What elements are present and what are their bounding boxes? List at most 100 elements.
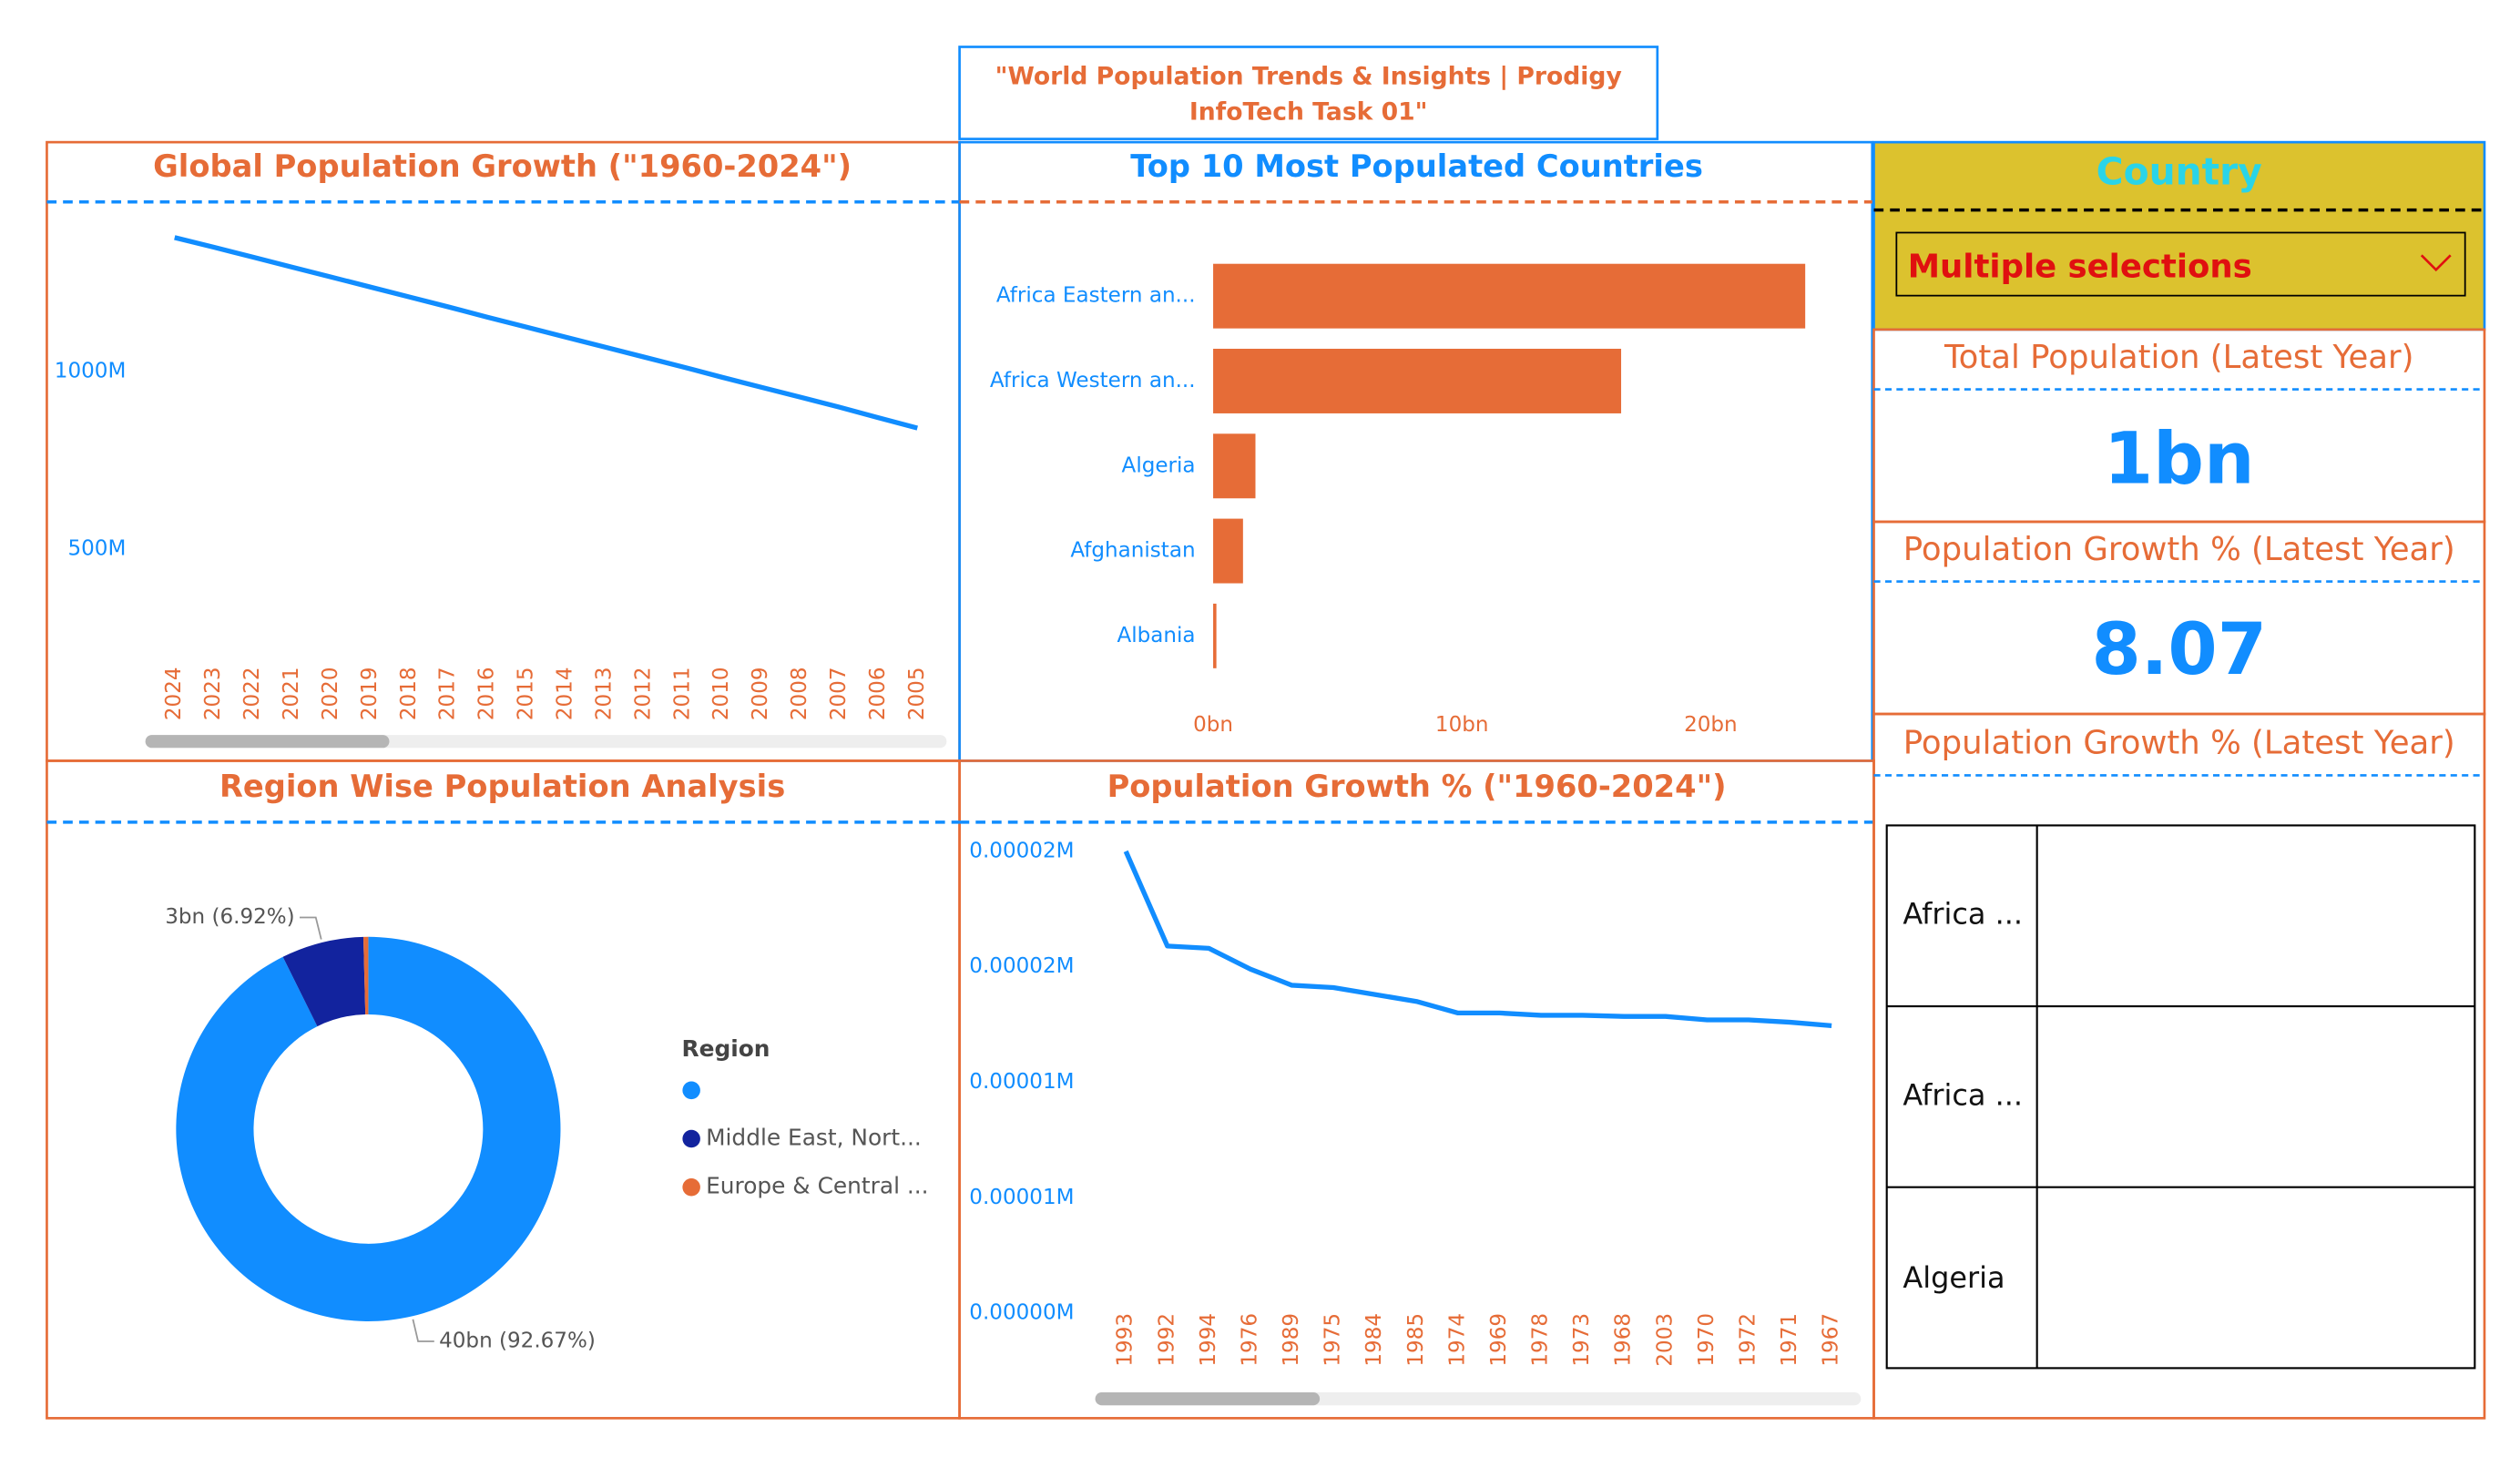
chart-title: Global Population Growth ("1960-2024") xyxy=(153,148,852,184)
legend-marker xyxy=(682,1081,700,1100)
x-tick-label: 1978 xyxy=(1529,1313,1553,1367)
chevron xyxy=(2420,254,2452,272)
chart-title: Top 10 Most Populated Countries xyxy=(1130,148,1703,184)
y-tick-label: 500M xyxy=(67,537,126,561)
header-wrap: "World Population Trends & Insights | Pr… xyxy=(995,60,1622,126)
slicer-title: Country xyxy=(2097,150,2262,194)
donut-slice xyxy=(282,936,366,1027)
x-tick-label: 2022 xyxy=(240,667,264,720)
bar xyxy=(1213,518,1243,584)
bar xyxy=(1213,433,1256,499)
x-tick-label: 2005 xyxy=(905,667,929,720)
legend-marker xyxy=(682,1177,700,1197)
y-tick-label: Afghanistan xyxy=(1070,539,1195,563)
chart-title: Region Wise Population Analysis xyxy=(219,769,785,804)
x-tick-label: 1992 xyxy=(1155,1313,1178,1367)
card-value: 1bn xyxy=(2104,419,2255,501)
slicer-dropdown[interactable] xyxy=(1895,231,2466,297)
table-cell: Africa ... xyxy=(1903,1077,2023,1112)
x-tick-label: 2021 xyxy=(280,667,303,720)
x-tick-label: 2008 xyxy=(788,667,811,720)
table-cell: Africa ... xyxy=(1903,897,2023,932)
x-tick-label: 1967 xyxy=(1820,1313,1843,1367)
x-tick-label: 0bn xyxy=(1193,713,1233,737)
slicer-value: Multiple selections xyxy=(1908,248,2252,285)
x-tick-label: 2011 xyxy=(670,667,694,720)
x-tick-label: 1993 xyxy=(1114,1313,1138,1367)
x-tick-label: 2014 xyxy=(553,667,576,720)
x-tick-label: 1974 xyxy=(1445,1313,1469,1367)
x-tick-label: 1970 xyxy=(1695,1313,1719,1367)
y-tick-label: 1000M xyxy=(55,360,127,383)
x-tick-label: 2010 xyxy=(709,667,733,720)
scrollbar-thumb xyxy=(1095,1391,1321,1406)
data-label: 3bn (6.92%) xyxy=(165,905,294,929)
bar xyxy=(1213,348,1622,413)
y-tick-label: 0.00000M xyxy=(969,1301,1074,1325)
card-value: 8.07 xyxy=(2091,609,2267,691)
leader-line xyxy=(300,916,322,940)
x-tick-label: 2003 xyxy=(1653,1313,1677,1367)
x-tick-label: 1973 xyxy=(1570,1313,1594,1367)
x-tick-label: 1989 xyxy=(1280,1313,1303,1367)
y-tick-label: Algeria xyxy=(1122,453,1196,477)
x-tick-label: 2006 xyxy=(866,667,890,720)
card-title: Total Population (Latest Year) xyxy=(1944,339,2413,376)
x-tick-label: 2017 xyxy=(436,667,460,720)
card-title: Population Growth % (Latest Year) xyxy=(1903,725,2455,762)
y-tick-label: 0.00002M xyxy=(969,954,1074,978)
x-tick-label: 2024 xyxy=(162,667,186,720)
y-tick-label: Albania xyxy=(1117,624,1195,647)
data-label: 40bn (92.67%) xyxy=(439,1330,596,1353)
x-tick-label: 2009 xyxy=(749,667,772,720)
card xyxy=(1872,712,2486,1420)
legend-title: Region xyxy=(682,1035,770,1062)
x-tick-label: 20bn xyxy=(1684,713,1738,737)
y-tick-label: 0.00001M xyxy=(969,1070,1074,1094)
scrollbar-thumb xyxy=(145,735,390,749)
x-tick-label: 10bn xyxy=(1435,713,1489,737)
card-title: Population Growth % (Latest Year) xyxy=(1903,531,2455,568)
table: Africa ... Africa ... Algeria xyxy=(1885,824,2476,1370)
x-tick-label: 2007 xyxy=(827,667,851,720)
x-tick-label: 1969 xyxy=(1487,1313,1511,1367)
line xyxy=(1123,850,1832,1028)
x-tick-label: 2012 xyxy=(631,667,655,720)
y-tick-label: 0.00001M xyxy=(969,1186,1074,1209)
legend-label: Europe & Central ... xyxy=(706,1173,928,1199)
x-tick-label: 1984 xyxy=(1362,1313,1386,1367)
legend-label: Middle East, Nort... xyxy=(706,1125,922,1151)
leader-line xyxy=(412,1319,434,1342)
y-tick-label: 0.00002M xyxy=(969,839,1074,862)
y-tick-label: Africa Eastern an... xyxy=(996,284,1196,308)
x-tick-label: 1968 xyxy=(1612,1313,1636,1367)
x-tick-label: 2013 xyxy=(592,667,616,720)
bar xyxy=(1213,263,1806,329)
x-tick-label: 2018 xyxy=(397,667,421,720)
donut-slice xyxy=(176,936,561,1321)
x-tick-label: 1975 xyxy=(1321,1313,1345,1367)
x-tick-label: 2016 xyxy=(475,667,499,720)
table-border xyxy=(1885,824,2476,1370)
chart-title: Population Growth % ("1960-2024") xyxy=(1107,769,1727,804)
x-tick-label: 2023 xyxy=(201,667,225,720)
x-tick-label: 1994 xyxy=(1197,1313,1220,1367)
x-tick-label: 1971 xyxy=(1778,1313,1801,1367)
bar xyxy=(1213,603,1217,668)
x-tick-label: 2020 xyxy=(319,667,342,720)
y-tick-label: Africa Western an... xyxy=(990,369,1196,392)
x-tick-label: 1976 xyxy=(1238,1313,1261,1367)
header-box xyxy=(958,46,1659,140)
x-tick-label: 2019 xyxy=(358,667,382,720)
x-tick-label: 1972 xyxy=(1736,1313,1760,1367)
slicer-box xyxy=(1872,140,2486,331)
donut-slice xyxy=(362,936,369,1014)
panel xyxy=(958,140,1874,762)
table-cell: Algeria xyxy=(1903,1260,2005,1295)
line xyxy=(174,235,918,431)
legend-marker xyxy=(682,1129,700,1148)
header-title: "World Population Trends & Insights | Pr… xyxy=(995,60,1622,126)
x-tick-label: 2015 xyxy=(515,667,538,720)
